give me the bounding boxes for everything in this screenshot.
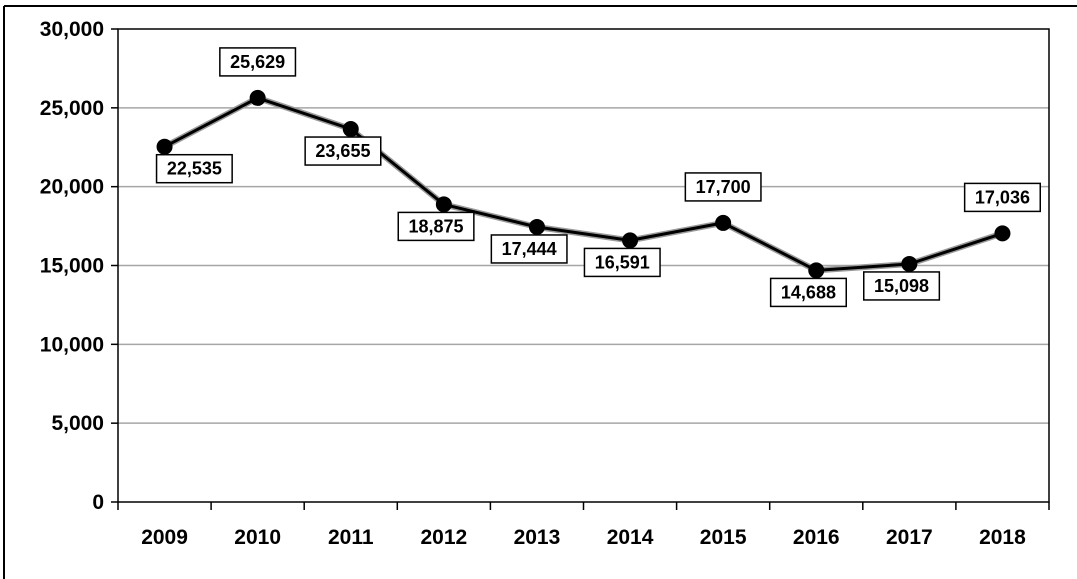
data-point-marker bbox=[156, 138, 173, 155]
data-series bbox=[156, 89, 1011, 279]
data-label: 17,444 bbox=[490, 234, 568, 264]
data-label-box bbox=[219, 47, 297, 77]
y-tick-label: 20,000 bbox=[40, 176, 104, 199]
data-label: 17,036 bbox=[963, 182, 1042, 213]
data-label-box bbox=[863, 271, 941, 301]
data-label-box bbox=[684, 172, 762, 202]
y-tick-label: 5,000 bbox=[51, 412, 104, 435]
data-label-box bbox=[769, 277, 848, 308]
x-tick-label: 2017 bbox=[886, 526, 933, 549]
data-labels: 22,535 25,629 23,655 18,875 17,444 16,591 17,7… bbox=[155, 47, 1042, 308]
data-label: 22,535 bbox=[155, 153, 233, 184]
data-label-text: 17,036 bbox=[975, 187, 1030, 207]
data-label-box bbox=[304, 136, 382, 166]
x-tick-label: 2014 bbox=[607, 526, 654, 549]
data-label: 15,098 bbox=[863, 271, 941, 301]
data-label-text: 16,591 bbox=[595, 252, 650, 272]
data-label: 25,629 bbox=[219, 47, 297, 77]
y-tick-label: 0 bbox=[92, 491, 104, 514]
y-tick-label: 30,000 bbox=[40, 18, 104, 41]
data-label-text: 23,655 bbox=[315, 141, 370, 161]
data-label-box bbox=[155, 153, 233, 184]
data-label: 17,700 bbox=[684, 172, 762, 202]
x-tick-label: 2018 bbox=[979, 526, 1026, 549]
data-label: 16,591 bbox=[583, 247, 661, 278]
data-point-marker bbox=[808, 262, 825, 279]
data-point-marker bbox=[622, 232, 639, 249]
data-point-marker bbox=[435, 196, 452, 213]
x-tick-label: 2013 bbox=[514, 526, 561, 549]
data-point-marker bbox=[528, 218, 545, 235]
data-label-box bbox=[490, 234, 568, 264]
x-tick-label: 2011 bbox=[328, 526, 374, 549]
data-label-box bbox=[583, 247, 661, 278]
x-tick-label: 2012 bbox=[420, 526, 467, 549]
data-point-marker bbox=[342, 121, 359, 138]
data-label-text: 17,444 bbox=[502, 239, 557, 259]
data-point-marker bbox=[901, 255, 918, 272]
x-tick-label: 2015 bbox=[700, 526, 747, 549]
data-label-text: 22,535 bbox=[167, 159, 222, 179]
data-point-marker bbox=[994, 225, 1011, 242]
y-tick-label: 10,000 bbox=[40, 333, 104, 356]
data-point-marker bbox=[715, 214, 732, 231]
data-label-text: 17,700 bbox=[696, 177, 751, 197]
data-label-text: 25,629 bbox=[230, 52, 285, 72]
x-tick-label: 2009 bbox=[141, 526, 188, 549]
data-point-marker bbox=[249, 89, 266, 106]
axes: 0 5,000 10,000 15,000 20,000 25,000 30,000 2009… bbox=[40, 18, 1050, 549]
y-tick-label: 25,000 bbox=[40, 97, 104, 120]
series-line bbox=[163, 96, 1003, 272]
data-label-box bbox=[963, 182, 1042, 213]
data-label: 14,688 bbox=[769, 277, 848, 308]
gridlines bbox=[118, 107, 1049, 424]
x-tick-label: 2016 bbox=[793, 526, 840, 549]
data-label-text: 15,098 bbox=[874, 276, 929, 296]
data-label-text: 18,875 bbox=[409, 216, 464, 236]
data-label-box bbox=[397, 211, 475, 242]
data-label-text: 14,688 bbox=[781, 282, 836, 302]
y-tick-label: 15,000 bbox=[40, 255, 104, 278]
data-label: 18,875 bbox=[397, 211, 475, 242]
x-tick-label: 2010 bbox=[234, 526, 281, 549]
data-label: 23,655 bbox=[304, 136, 382, 166]
